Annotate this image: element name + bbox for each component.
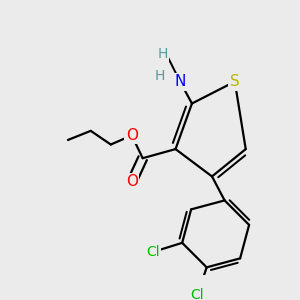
Text: N: N xyxy=(174,74,186,89)
Text: O: O xyxy=(126,128,138,143)
Text: Cl: Cl xyxy=(191,288,204,300)
Text: H: H xyxy=(155,69,165,83)
Text: O: O xyxy=(126,174,138,189)
Text: Cl: Cl xyxy=(146,245,160,259)
Text: S: S xyxy=(230,74,240,89)
Text: H: H xyxy=(158,47,168,61)
